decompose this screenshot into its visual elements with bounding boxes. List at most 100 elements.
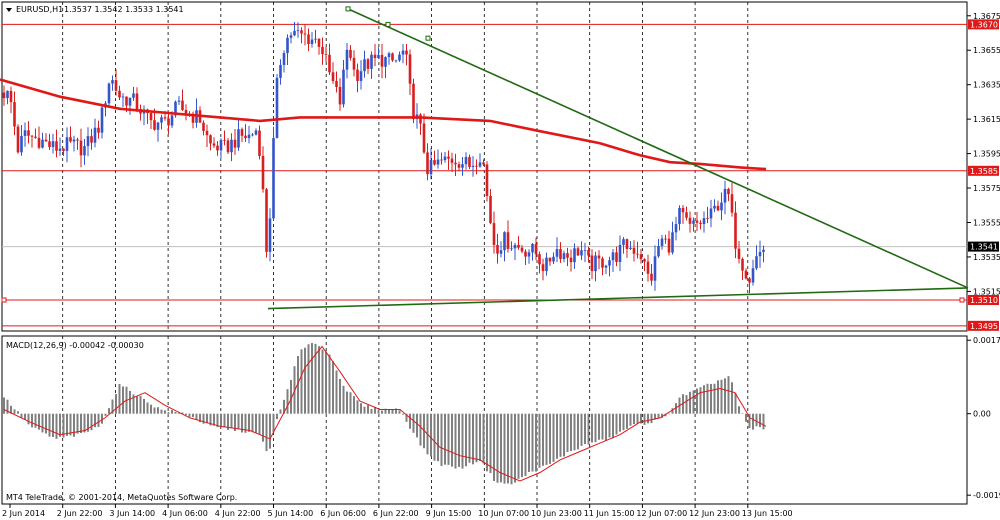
macd-bar [230, 413, 233, 429]
macd-bar [139, 395, 142, 414]
level-price-badge [968, 19, 999, 30]
level-price-label: 1.3670 [970, 20, 998, 29]
macd-bar [370, 408, 373, 414]
candle-body [114, 80, 118, 91]
candle-body [62, 148, 65, 151]
candle-body [181, 100, 184, 110]
level-anchor-handle[interactable] [1, 297, 7, 303]
candle-body [324, 54, 328, 55]
macd-panel[interactable]: 0.00175 0.00 -0.00194 MACD(12,26,9) -0.000… [1, 335, 1000, 505]
candle-body [65, 137, 69, 151]
time-gridlines [62, 2, 749, 331]
macd-bar [647, 413, 649, 424]
trendline[interactable] [347, 8, 969, 289]
candle-body [296, 30, 300, 32]
macd-bar [391, 409, 394, 414]
macd-bar [206, 413, 208, 424]
level-price-badge [968, 165, 999, 176]
candle-body [349, 49, 352, 58]
macd-bar [741, 413, 744, 414]
candle-body [468, 157, 471, 167]
candle-body [678, 207, 681, 225]
candle-body [293, 30, 296, 36]
macd-bar [115, 394, 117, 414]
horizontal-levels[interactable]: 1.3670 1.3585 1.3510 1.3495 [1, 19, 999, 331]
macd-bar [668, 413, 670, 415]
time-tick-label: 12 Jun 07:00 [636, 509, 687, 518]
moving-average-line [0, 78, 767, 171]
macd-bar [10, 405, 12, 414]
macd-bar [94, 413, 96, 428]
candle-body [496, 244, 499, 254]
trendline-handle[interactable] [345, 6, 351, 12]
candle-body [303, 33, 307, 35]
macd-bar [528, 413, 530, 473]
macd-bar [598, 413, 600, 440]
candle-body [377, 54, 380, 58]
trendline-handle[interactable] [385, 21, 391, 27]
macd-bar [48, 413, 51, 437]
macd-bar [213, 413, 215, 426]
candle-body [471, 165, 475, 167]
macd-axis: 0.00175 0.00 -0.00194 [967, 336, 1000, 500]
macd-bar [489, 413, 492, 474]
macd-bar [503, 413, 506, 484]
candle-body [156, 122, 160, 130]
candle-body [611, 252, 615, 261]
trendline[interactable] [267, 287, 969, 310]
macd-bar [342, 385, 345, 414]
price-axis: 1.3675 1.3655 1.3635 1.3615 1.3595 1.3575 1.35… [967, 12, 1000, 296]
macd-bar [654, 413, 656, 420]
candle-body [55, 141, 58, 151]
candle-body [562, 253, 566, 259]
candle-body [93, 127, 97, 143]
candle-body [338, 86, 342, 105]
macd-bar [549, 413, 551, 464]
candle-body [97, 127, 100, 133]
candle-body [331, 72, 335, 82]
macd-bar [713, 383, 716, 414]
macd-bar [738, 406, 740, 414]
macd-bar [202, 413, 205, 424]
macd-bar [538, 413, 541, 468]
candle-body [233, 139, 237, 148]
level-anchor-handle[interactable] [959, 297, 965, 303]
macd-bar [150, 404, 152, 414]
candle-body [524, 251, 527, 257]
macd-bar [279, 409, 282, 414]
candle-body [664, 238, 667, 240]
macd-bar [468, 413, 471, 463]
price-tick-label: 1.3515 [973, 287, 1000, 296]
candle-body [688, 217, 692, 224]
candle-body [450, 158, 454, 163]
macd-bar [706, 383, 709, 414]
trendline-handle[interactable] [425, 35, 431, 41]
trendlines[interactable] [267, 6, 969, 310]
macd-signal-line [3, 345, 767, 482]
candle-body [566, 253, 569, 258]
macd-bar [650, 413, 653, 424]
macd-bar [563, 413, 565, 457]
candle-body [359, 71, 363, 81]
level-price-badge [968, 294, 999, 305]
macd-bar [451, 413, 453, 467]
candle-body [48, 141, 51, 147]
candle-body [16, 126, 20, 153]
candle-body [191, 113, 195, 123]
macd-bar [3, 397, 5, 414]
macd-bar [734, 392, 737, 414]
macd-bar [692, 390, 695, 414]
candle-body [275, 77, 279, 139]
macd-bar [440, 413, 443, 466]
macd-bar [633, 413, 635, 425]
candle-body [548, 257, 552, 262]
dropdown-triangle-icon[interactable] [6, 8, 12, 12]
macd-bar [45, 413, 47, 434]
candle-body [695, 220, 699, 223]
candle-body [387, 53, 391, 58]
macd-bar [132, 394, 135, 414]
candle-body [170, 115, 174, 126]
candle-body [517, 244, 520, 248]
